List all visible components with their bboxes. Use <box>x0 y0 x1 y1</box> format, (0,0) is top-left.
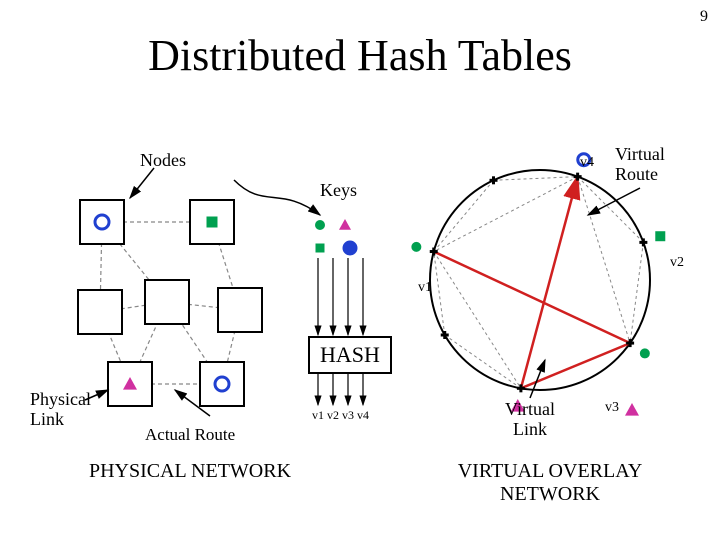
v3-label: v3 <box>605 400 619 416</box>
virtual-overlay-title: VIRTUAL OVERLAYNETWORK <box>430 460 670 506</box>
physical-network-title: PHYSICAL NETWORK <box>60 460 320 483</box>
physical-link-label: PhysicalLink <box>30 390 110 430</box>
v1v2v3v4-label: v1 v2 v3 v4 <box>312 408 369 423</box>
keys-label: Keys <box>320 180 357 201</box>
nodes-label: Nodes <box>140 150 186 171</box>
v2-label: v2 <box>670 255 684 271</box>
actual-route-label: Actual Route <box>145 425 235 445</box>
v1-label: v1 <box>418 280 432 296</box>
virtual-route-label: VirtualRoute <box>615 145 665 185</box>
v4-label: v4 <box>580 155 594 171</box>
diagram-svg <box>0 0 720 540</box>
virtual-link-label: VirtualLink <box>495 400 565 440</box>
hash-box: HASH <box>308 336 392 374</box>
